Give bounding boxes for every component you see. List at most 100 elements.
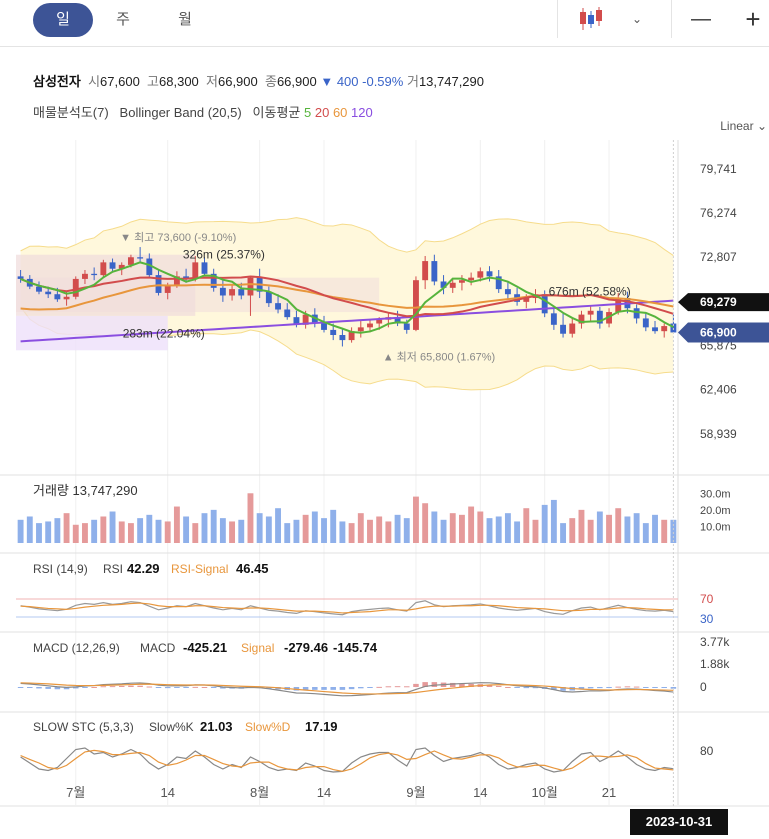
volume-bar <box>45 521 51 543</box>
candle-body <box>569 324 575 334</box>
candle-body <box>588 311 594 315</box>
candle-body <box>321 324 327 330</box>
volume-profile-label: 326m (25.37%) <box>183 248 265 262</box>
candle-body <box>643 318 649 327</box>
candle-body <box>542 294 548 313</box>
candle-body <box>450 283 456 288</box>
volume-bar <box>404 518 410 543</box>
price-tick-label: 58,939 <box>700 427 737 441</box>
volume-bar <box>248 493 254 543</box>
high-annotation: ▼ 최고 73,600 (-9.10%) <box>120 231 236 244</box>
macd-signal-value: -279.46 <box>284 640 328 655</box>
volume-bar <box>165 521 171 543</box>
volume-bar <box>459 515 465 543</box>
volume-bar <box>569 518 575 543</box>
volume-bar <box>202 513 208 543</box>
candle-body <box>652 327 658 331</box>
volume-bar <box>551 500 557 543</box>
volume-bar <box>670 520 676 543</box>
x-tick-label: 21 <box>602 785 616 800</box>
macd-histogram-bar <box>202 687 208 688</box>
volume-bar <box>128 523 134 543</box>
macd-histogram-bar <box>36 687 42 688</box>
macd-histogram-bar <box>597 687 603 688</box>
candle-body <box>376 320 382 324</box>
macd-signal-name: Signal <box>241 641 274 655</box>
macd-histogram-bar <box>588 687 594 688</box>
volume-bar <box>643 523 649 543</box>
volume-profile-label: 283m (22.04%) <box>123 327 205 341</box>
macd-histogram-bar <box>312 687 318 690</box>
candle-body <box>330 330 336 335</box>
candle-body <box>110 262 116 268</box>
volume-bar <box>293 520 299 543</box>
volume-bar <box>110 512 116 543</box>
volume-bar <box>64 513 70 543</box>
volume-bar <box>36 523 42 543</box>
volume-bar <box>100 516 106 543</box>
macd-histogram-value: -145.74 <box>333 640 378 655</box>
macd-histogram-bar <box>156 687 162 688</box>
volume-bar <box>220 518 226 543</box>
volume-bar <box>156 520 162 543</box>
candle-body <box>284 310 290 318</box>
macd-histogram-bar <box>330 687 336 690</box>
volume-profile-label: 676m (52.58%) <box>549 284 631 298</box>
candle-body <box>238 289 244 295</box>
stoch-tick-label: 80 <box>700 744 714 758</box>
volume-bar <box>385 521 391 543</box>
rsi-signal-line <box>21 603 674 613</box>
volume-bar <box>349 523 355 543</box>
macd-tick-label: 0 <box>700 680 707 694</box>
rsi-signal-name: RSI-Signal <box>171 562 228 576</box>
macd-histogram-bar <box>211 687 217 688</box>
candle-body <box>634 308 640 318</box>
volume-tick-label: 20.0m <box>700 505 731 517</box>
volume-bar <box>321 518 327 543</box>
price-tick-label: 79,741 <box>700 162 737 176</box>
candle-body <box>54 294 60 299</box>
low-annotation: ▲ 최저 65,800 (1.67%) <box>383 350 495 363</box>
chart-canvas[interactable]: ▼ 최고 73,600 (-9.10%) ▲ 최저 65,800 (1.67%) 3… <box>0 0 769 839</box>
candle-body <box>661 326 667 331</box>
macd-histogram-bar <box>165 687 171 688</box>
volume-bar <box>312 512 318 543</box>
candle-body <box>367 324 373 328</box>
volume-bar <box>422 503 428 543</box>
macd-histogram-bar <box>349 687 355 689</box>
candle-body <box>64 297 70 300</box>
volume-bar <box>119 521 125 543</box>
stoch-k-name: Slow%K <box>149 720 194 734</box>
volume-bar <box>468 507 474 543</box>
candle-body <box>100 262 106 275</box>
volume-bar <box>192 523 198 543</box>
volume-bar <box>606 515 612 543</box>
volume-bar <box>339 521 345 543</box>
stoch-d-value: 17.19 <box>305 719 338 734</box>
macd-histogram-bar <box>625 686 631 687</box>
candle-body <box>560 325 566 334</box>
macd-histogram-bar <box>82 687 88 688</box>
current-price-label: 66,900 <box>700 325 737 339</box>
volume-bar <box>284 523 290 543</box>
volume-bar <box>91 520 97 543</box>
stoch-d-line <box>21 750 674 771</box>
volume-bar <box>477 512 483 543</box>
macd-histogram-bar <box>524 687 530 688</box>
macd-histogram-bar <box>496 686 502 687</box>
macd-histogram-bar <box>505 687 511 688</box>
volume-bar <box>441 520 447 543</box>
candle-body <box>36 287 42 292</box>
macd-histogram-bar <box>45 687 51 689</box>
crosshair-date-badge: 2023-10-31 <box>630 809 728 835</box>
volume-bar <box>358 513 364 543</box>
stoch-k-line <box>21 748 674 772</box>
volume-bar <box>27 516 33 543</box>
candle-body <box>45 292 51 295</box>
macd-histogram-bar <box>606 687 612 688</box>
macd-name: MACD <box>140 641 176 655</box>
macd-histogram-bar <box>634 687 640 688</box>
volume-bar <box>229 521 235 543</box>
candle-body <box>487 271 493 276</box>
stoch-title: SLOW STC (5,3,3) <box>33 720 134 734</box>
